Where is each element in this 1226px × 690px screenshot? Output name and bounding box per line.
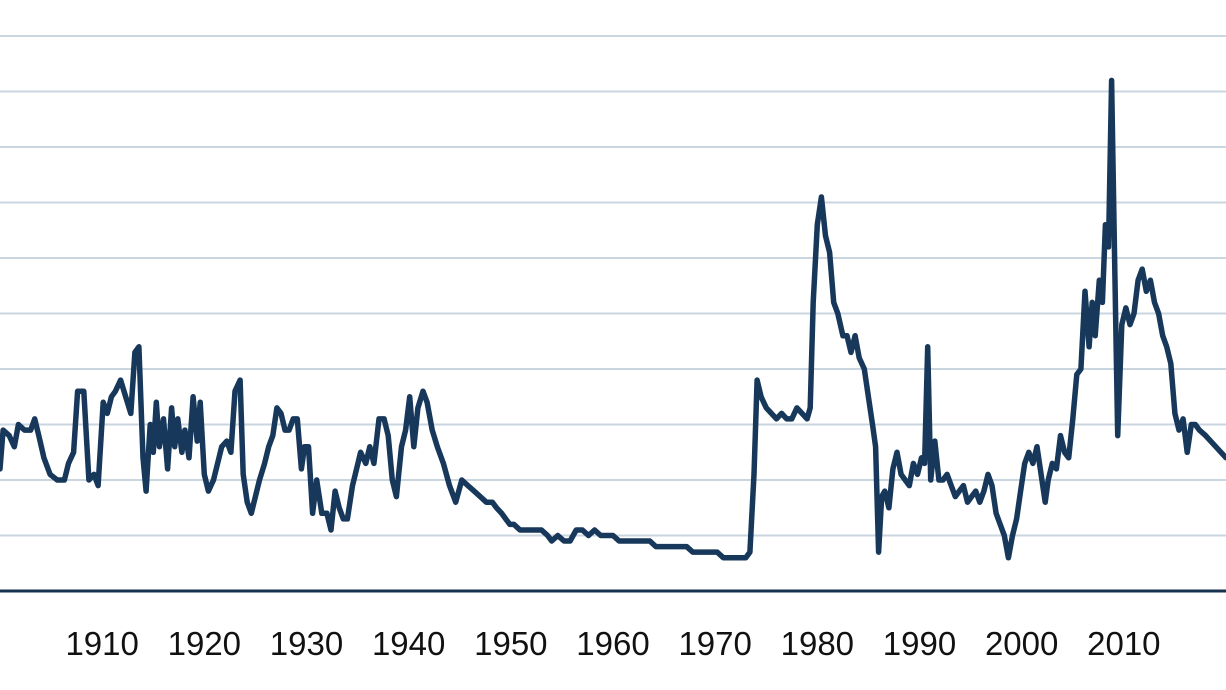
x-tick-label-2000: 2000: [985, 625, 1058, 662]
x-tick-label-1980: 1980: [781, 625, 854, 662]
x-tick-label-1950: 1950: [474, 625, 547, 662]
x-tick-label-1940: 1940: [372, 625, 445, 662]
x-tick-labels: 1910 1920 1930 1940 1950 1960 1970 1980 1990 2000…: [65, 625, 1160, 662]
x-tick-label-1930: 1930: [270, 625, 343, 662]
x-tick-label-1970: 1970: [678, 625, 751, 662]
x-tick-label-1960: 1960: [576, 625, 649, 662]
series-line: [0, 77, 1226, 561]
x-tick-label-1920: 1920: [168, 625, 241, 662]
gridlines: [0, 35, 1226, 537]
x-tick-label-1910: 1910: [65, 625, 138, 662]
x-tick-label-1990: 1990: [883, 625, 956, 662]
x-tick-label-2010: 2010: [1087, 625, 1160, 662]
